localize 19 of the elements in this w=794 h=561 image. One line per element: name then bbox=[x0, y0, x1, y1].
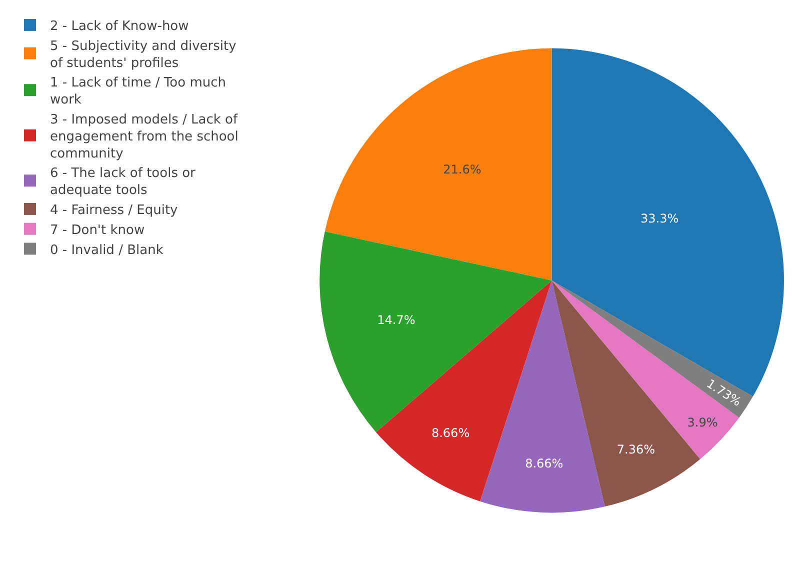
legend-label: 0 - Invalid / Blank bbox=[50, 242, 164, 258]
pie-slice bbox=[324, 48, 552, 280]
data-label: 14.7% bbox=[377, 313, 416, 328]
legend-label: 1 - Lack of time / Too much work bbox=[50, 76, 226, 108]
legend-label: 5 - Subjectivity and diversity of students' profiles bbox=[50, 38, 237, 71]
pie-slice bbox=[552, 280, 753, 418]
legend-label: 6 - The lack of tools or adequate tools bbox=[50, 166, 196, 198]
legend-label: 4 - Fairness / Equity bbox=[50, 203, 178, 218]
pie-slice bbox=[480, 280, 605, 513]
data-label: 8.66% bbox=[525, 456, 564, 470]
data-label: 8.66% bbox=[431, 426, 470, 440]
data-label: 21.6% bbox=[443, 162, 482, 177]
data-label: 7.36% bbox=[616, 442, 656, 457]
pie-slice bbox=[552, 280, 740, 460]
data-label: 3.9% bbox=[687, 415, 718, 430]
data-label: 33.3% bbox=[640, 211, 679, 226]
legend-label: 3 - Imposed models / Lack of engagement from the school community bbox=[50, 112, 238, 162]
legend-label: 2 - Lack of Know-how bbox=[50, 19, 190, 34]
legend-label: 7 - Don't know bbox=[50, 222, 145, 238]
